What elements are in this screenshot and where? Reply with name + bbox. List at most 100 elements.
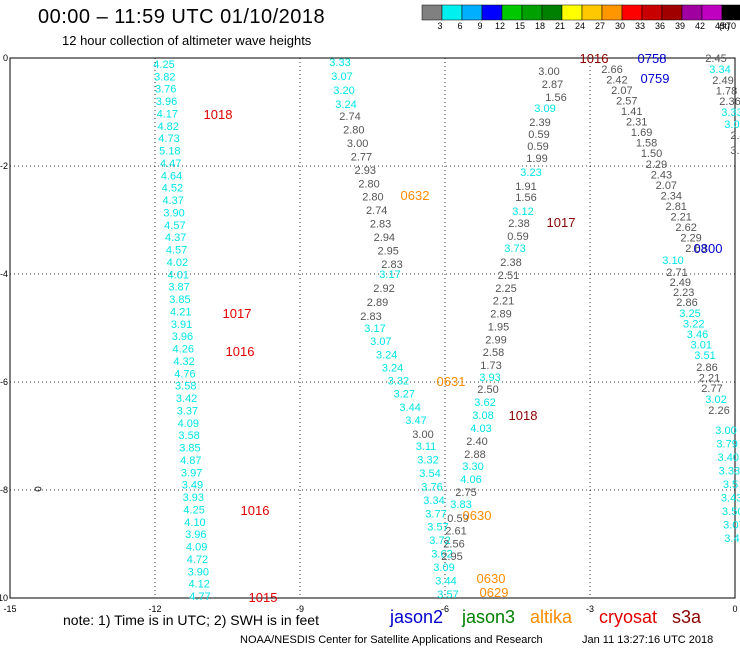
y-tick-label: -4 [0,269,8,279]
swh-value-label: 1.99 [526,153,547,165]
swh-value-label: 3.85 [179,443,200,455]
altimeter-track-segment: 3.623.084.03 [470,397,495,435]
altimeter-track-segment: 3.93 [479,372,500,384]
swh-value-label: 4.02 [167,257,188,269]
y-tick-label: -2 [0,161,8,171]
colorbar-tick-label: 18 [534,21,546,31]
colorbar-tick-label: 36 [654,21,666,31]
altimeter-track-segment: 3.113.323.543.763.343.773.573.723.623.09… [416,441,459,601]
swh-value-label: 4.06 [460,474,481,486]
swh-value-label: 3.62 [431,549,452,561]
colorbar-tick-label: 21 [554,21,566,31]
swh-value-label: 2.77 [351,151,372,163]
swh-value-label: 3.49 [182,480,203,492]
x-tick-label: -6 [441,604,449,614]
swh-value-label: 3.83 [450,499,471,511]
altimeter-track-segment: 2.26 [708,405,729,417]
pass-time-label: 1018 [204,107,233,122]
swh-value-label: 1.78 [716,86,737,98]
swh-value-label: 1.56 [545,92,566,104]
swh-value-label: 3.93 [479,372,500,384]
x-tick-label: -9 [296,604,304,614]
altimeter-track-segment: 3.304.06 [460,461,483,486]
x-tick-label: -12 [148,604,161,614]
swh-value-label: 2.36 [719,96,740,108]
y-tick-label: -8 [0,485,8,495]
swh-value-label: 2.56 [443,538,464,550]
swh-value-label: 2.83 [381,259,402,271]
altimeter-track-segment: 3.17 [379,269,400,281]
colorbar-tick-label: 12 [494,21,506,31]
swh-value-label: 2.89 [367,297,388,309]
altimeter-track-segment: 3.002.871.56 [538,66,566,104]
swh-value-label: 2.80 [343,124,364,136]
swh-value-label: 3.49 [724,533,740,545]
swh-value-label: 3.54 [419,468,440,480]
swh-value-label: 3.87 [168,282,189,294]
swh-value-label: 3.91 [171,319,192,331]
swh-value-label: 2.39 [529,117,550,129]
swh-value-label: 2.07 [656,180,677,192]
altimeter-track-segment: 2.380.59 [507,218,529,243]
altimeter-track-segment: 1.911.56 [515,181,536,204]
swh-value-label: 3.96 [172,331,193,343]
legend-jason3: jason3 [462,607,516,627]
swh-value-label: 2.94 [374,232,395,244]
swh-value-label: 2.80 [358,178,379,190]
swh-value-label: 3.90 [188,566,209,578]
swh-value-label: 3.00 [412,429,433,441]
pass-time-label: 1017 [547,215,576,230]
swh-value-label: 0.59 [527,141,548,153]
colorbar-tick-label: 27 [594,21,606,31]
swh-value-label: 2.45 [705,53,726,65]
map-frame [9,57,736,599]
swh-value-label: 2.21 [670,211,691,223]
swh-value-label: 1.41 [621,106,642,118]
altimeter-track-segment: 2.45 [705,53,726,65]
swh-value-label: 2.74 [366,205,387,217]
swh-value-label: 2.42 [606,75,627,87]
swh-value-label: 2.74 [339,111,360,123]
pass-time-label: 0800 [694,241,723,256]
pass-time-label: 1018 [509,408,538,423]
swh-value-label: 3.90 [163,207,184,219]
altimeter-track-segment: 2.712.492.232.86 [666,267,697,309]
swh-value-label: 2.95 [377,246,398,258]
swh-value-label: 3.23 [520,167,541,179]
altimeter-track-segment: 3.02 [705,394,726,406]
swh-value-label: 2.87 [542,79,563,91]
swh-value-label: 2.57 [616,96,637,108]
swh-value-label: 4.72 [187,554,208,566]
swh-value-label: 3.33 [721,107,740,119]
swh-value-label: 3.77 [425,508,446,520]
pass-time-label: 1017 [223,306,252,321]
swh-value-label: 3.76 [421,481,442,493]
swh-value-label: 2.83 [360,311,381,323]
swh-value-label: 2.38 [508,218,529,230]
swh-value-label: 3.32 [417,454,438,466]
swh-value-label: 4.09 [178,418,199,430]
swh-value-label: 4.17 [157,108,178,120]
swh-value-label: 2.63 [685,243,706,255]
swh-value-label: 3.07 [331,71,352,83]
swh-value-label: 3.40 [718,452,739,464]
swh-value-label: 3.85 [169,294,190,306]
altimeter-track-segment: 2.662.422.072.571.412.311.691.581.502.29… [601,64,706,255]
swh-value-label: 3.47 [405,415,426,427]
altimeter-track-segment: 3.00 [412,429,433,441]
swh-value-label: 3.20 [333,85,354,97]
colorbar-tick-label: 30 [614,21,626,31]
swh-value-label: 4.25 [183,504,204,516]
swh-value-label: 3.37 [177,405,198,417]
swh-value-label: 3.82 [154,71,175,83]
swh-value-label: 3.00 [724,119,740,131]
altimeter-track-segment: 3.33 3.07 3.20 3.24 [329,57,356,111]
swh-value-label: 0.59 [528,129,549,141]
altimeter-track-segment: 2.382.512.252.212.891.952.992.581.73 [480,257,521,372]
swh-value-label: 3.97 [181,467,202,479]
swh-value-label: 4.21 [170,306,191,318]
swh-value-label: 3.57 [427,522,448,534]
swh-value-label: 4.87 [180,455,201,467]
swh-value-label: 3.58 [175,381,196,393]
